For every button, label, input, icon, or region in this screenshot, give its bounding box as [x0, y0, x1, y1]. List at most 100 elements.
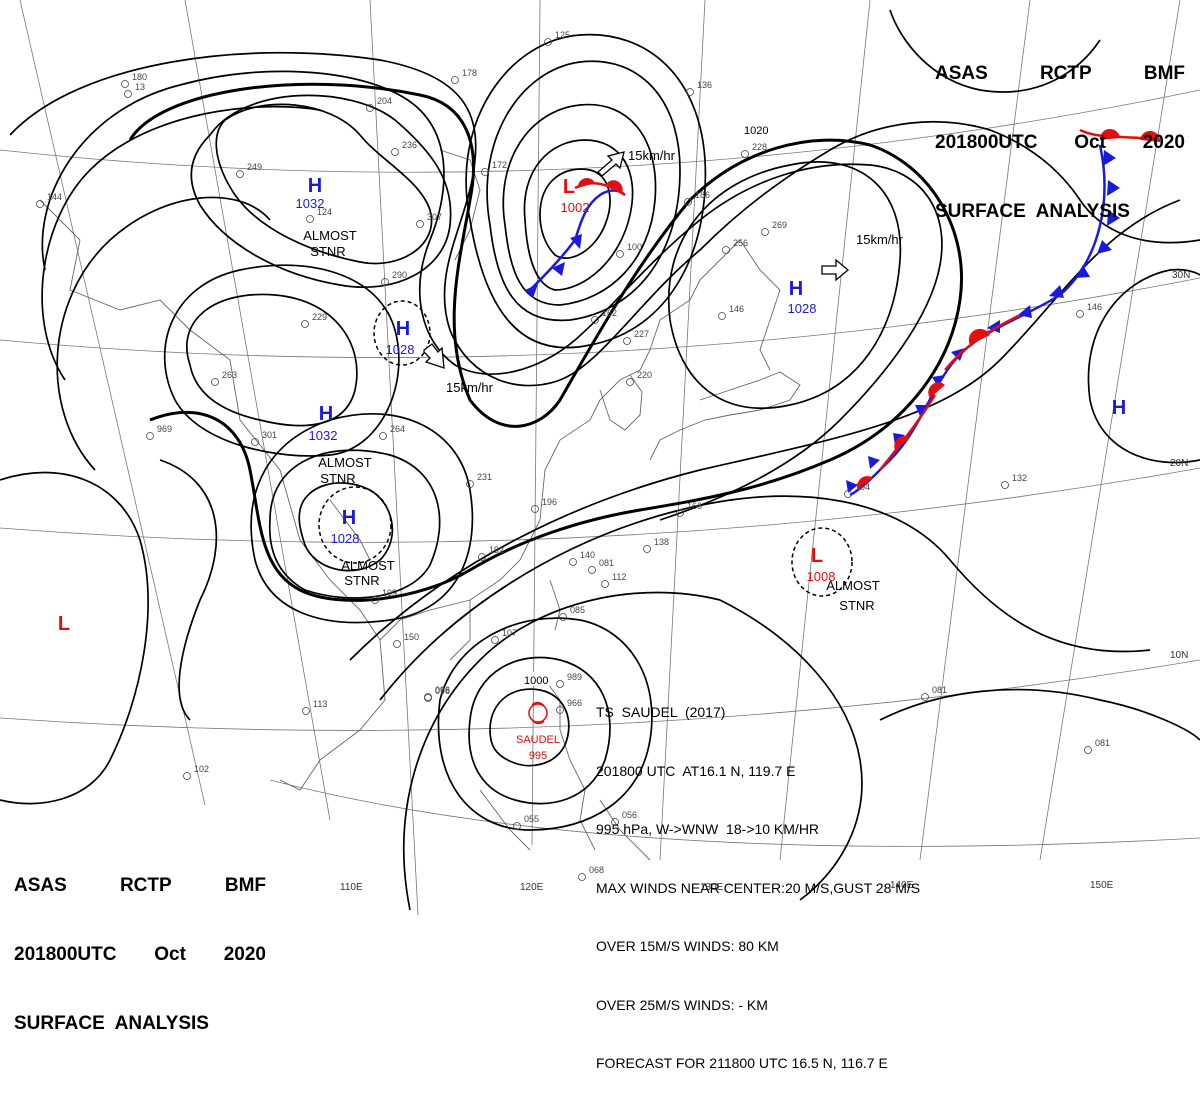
- pressure-value: 1028: [331, 531, 360, 546]
- surface-analysis-map: 1020 1000 30N 20N 10N 110E 120E 130E 140…: [0, 0, 1200, 916]
- pressure-value: 1008: [807, 569, 836, 584]
- station-pressure-label: 146: [1087, 302, 1102, 312]
- station-plot: 112: [601, 572, 626, 588]
- station-circle: [921, 693, 929, 701]
- station-circle: [183, 772, 191, 780]
- station-pressure-label: 227: [634, 329, 649, 339]
- station-circle: [466, 480, 474, 488]
- station-pressure-label: 192: [489, 545, 504, 555]
- station-pressure-label: 136: [697, 80, 712, 90]
- station-plot: 107: [491, 628, 517, 644]
- isobar-label: 1000: [524, 675, 548, 687]
- system-note: STNR: [310, 244, 345, 259]
- station-circle: [371, 596, 379, 604]
- station-plot: 229: [301, 312, 327, 328]
- station-plot: 124: [306, 207, 332, 223]
- station-plot: 096: [424, 685, 450, 701]
- station-circle: [544, 38, 552, 46]
- low-symbol: L: [811, 545, 823, 567]
- station-pressure-label: 150: [404, 632, 419, 642]
- station-pressure-label: 140: [580, 550, 595, 560]
- motion-arrow-ne-low: 15km/hr: [597, 148, 676, 177]
- pressure-value: 1032: [309, 428, 338, 443]
- station-plot: 136: [686, 80, 712, 96]
- station-circle: [676, 509, 684, 517]
- station-pressure-label: 138: [654, 537, 669, 547]
- station-plot: 966: [556, 698, 582, 714]
- header-issuer: BMF: [224, 875, 266, 896]
- station-circle: [556, 680, 564, 688]
- station-pressure-label: 264: [390, 424, 405, 434]
- station-circle: [601, 580, 609, 588]
- station-pressure-label: 107: [502, 628, 517, 638]
- station-plot: 132: [1001, 473, 1027, 489]
- bulletin-line: FORECAST FOR 211800 UTC 16.5 N, 116.7 E: [596, 1055, 888, 1071]
- station-circle: [761, 228, 769, 236]
- station-plot: 178: [451, 68, 477, 84]
- station-pressure-label: 256: [733, 238, 748, 248]
- station-plot: 138: [643, 537, 669, 553]
- header-title: SURFACE ANALYSIS: [935, 201, 1130, 222]
- station-plot: 301: [251, 430, 277, 446]
- station-plot: 068: [578, 865, 604, 881]
- longitude-labels: 110E 120E 130E 140E 150E: [340, 880, 1114, 893]
- header-station: RCTP: [119, 875, 172, 896]
- low-1002: L 1002: [561, 176, 590, 215]
- station-pressure-label: 162: [602, 308, 617, 318]
- lon-label-150e: 150E: [1090, 880, 1114, 891]
- station-pressure-label: 100: [627, 242, 642, 252]
- low-symbol: L: [58, 613, 70, 635]
- station-plot: 989: [556, 672, 582, 688]
- station-plot: 085: [559, 605, 585, 621]
- station-plot: 081: [921, 685, 947, 701]
- station-plot: 290: [381, 270, 407, 286]
- motion-speed-label: 15km/hr: [628, 148, 676, 163]
- system-note: ALMOST: [826, 578, 880, 593]
- header-month: Oct: [154, 944, 186, 965]
- high-1028-japan: H 1028: [788, 278, 817, 316]
- station-plot: 166: [676, 501, 702, 517]
- header-time: 201800UTC: [14, 944, 117, 965]
- station-pressure-label: 081: [1095, 738, 1110, 748]
- station-circle: [211, 378, 219, 386]
- station-circle: [1001, 481, 1009, 489]
- station-circle: [722, 246, 730, 254]
- station-plot: 056: [611, 810, 637, 826]
- warm-front: [857, 128, 1161, 490]
- thick-isobars: [128, 82, 963, 602]
- tropical-storm-symbol: SAUDEL 995: [516, 701, 560, 762]
- header-line-2: 201800UTC Oct 2020: [14, 943, 266, 966]
- station-circle: [478, 553, 486, 561]
- system-note: ALMOST: [318, 455, 372, 470]
- station-circle: [591, 316, 599, 324]
- header-line-1: ASAS RCTP BMF: [14, 874, 266, 897]
- station-pressure-label: 307: [427, 212, 442, 222]
- station-plot: 969: [146, 424, 172, 440]
- header-station: RCTP: [1039, 63, 1092, 84]
- lon-label-120e: 120E: [520, 882, 544, 893]
- chart-header-bottom-left: ASAS RCTP BMF 201800UTC Oct 2020 SURFACE…: [14, 828, 266, 1058]
- high-symbol: H: [789, 278, 803, 300]
- pressure-value: 1002: [561, 200, 590, 215]
- station-pressure-label: 966: [567, 698, 582, 708]
- station-circle: [1084, 746, 1092, 754]
- station-pressure-label: 199: [382, 588, 397, 598]
- station-plot: 113: [302, 699, 327, 715]
- station-circle: [686, 88, 694, 96]
- station-plot: 204: [366, 96, 392, 112]
- station-pressure-label: 102: [194, 764, 209, 774]
- station-circle: [301, 320, 309, 328]
- station-pressure-label: 085: [570, 605, 585, 615]
- station-plot: 220: [626, 370, 652, 386]
- station-circle: [36, 200, 44, 208]
- station-pressure-label: 969: [157, 424, 172, 434]
- station-pressure-label: 132: [1012, 473, 1027, 483]
- system-note: STNR: [839, 598, 874, 613]
- station-plot: 102: [183, 764, 209, 780]
- system-note: STNR: [320, 471, 355, 486]
- header-issuer: BMF: [1143, 63, 1185, 84]
- station-plot: 140: [569, 550, 595, 566]
- header-product: ASAS: [935, 63, 988, 84]
- station-plot: 13: [124, 82, 145, 98]
- station-pressure-label: 249: [247, 162, 262, 172]
